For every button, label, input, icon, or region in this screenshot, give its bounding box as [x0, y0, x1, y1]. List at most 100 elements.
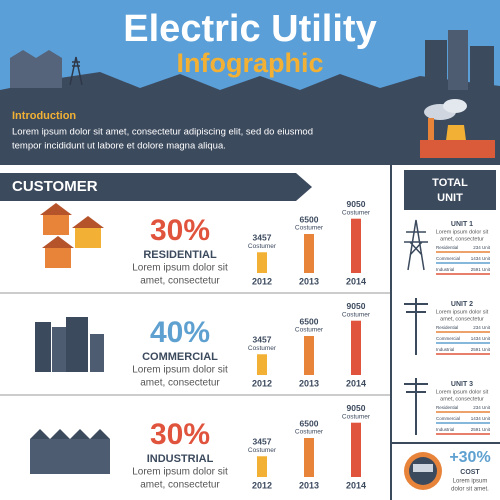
building [470, 46, 494, 90]
segment-text: amet, consectetur [140, 276, 220, 287]
unit-item-label: Residential [436, 245, 458, 250]
segment-label: RESIDENTIAL [143, 249, 217, 261]
bar-value: 9050 [347, 403, 366, 413]
customer-banner [0, 173, 312, 201]
plant-base [420, 140, 495, 158]
unit-item-label: Industrial [436, 347, 454, 352]
bar-value: 9050 [347, 199, 366, 209]
bar-value: 3457 [253, 437, 272, 447]
bar-year: 2013 [299, 480, 319, 490]
bar [257, 252, 267, 273]
segment-text: amet, consectetur [140, 480, 220, 491]
tower [90, 334, 104, 372]
unit-item-value: 2591 Unit [471, 347, 491, 352]
segment-text: Lorem ipsum dolor sit [132, 467, 228, 478]
unit-item-value: 1434 Unit [471, 336, 491, 341]
factory [30, 439, 110, 474]
unit-item-value: 234 Unit [473, 245, 491, 250]
bar [304, 336, 314, 375]
pole-icon [404, 298, 428, 355]
bar-unit: Costumer [295, 429, 324, 436]
smoke [443, 99, 467, 113]
pylon-icon [404, 219, 428, 271]
bar-value: 6500 [300, 418, 319, 428]
bar-value: 3457 [253, 233, 272, 243]
bar [351, 422, 361, 477]
unit-name: UNIT 3 [451, 381, 473, 388]
unit-item-value: 1434 Unit [471, 416, 491, 421]
bar-year: 2014 [346, 276, 366, 286]
house [75, 228, 101, 248]
right-buildings [425, 30, 494, 90]
bar-value: 3457 [253, 335, 272, 345]
building [10, 58, 62, 88]
skyline-band [0, 72, 500, 165]
house-roof [40, 203, 72, 215]
title: Electric Utility [123, 8, 376, 50]
unit-item-value: 2591 Unit [471, 267, 491, 272]
subtitle: Infographic [177, 48, 324, 78]
factory-roof [30, 429, 110, 439]
segment-text: Lorem ipsum dolor sit [132, 365, 228, 376]
bar [257, 354, 267, 375]
bar [351, 320, 361, 375]
unit-name: UNIT 1 [451, 221, 473, 228]
bar-unit: Costumer [295, 225, 324, 232]
unit-item-label: Commercial [436, 256, 460, 261]
percent: 30% [150, 214, 210, 247]
bar [304, 438, 314, 477]
segment-label: INDUSTRIAL [147, 453, 214, 465]
bar [351, 218, 361, 273]
segment-text: Lorem ipsum dolor sit [132, 263, 228, 274]
unit-item-label: Industrial [436, 267, 454, 272]
pylon [69, 56, 83, 86]
building [448, 30, 468, 90]
left-buildings [10, 50, 83, 88]
cost-label: COST [460, 469, 480, 476]
unit-item-value: 1434 Unit [471, 256, 491, 261]
bar-year: 2013 [299, 276, 319, 286]
bar-unit: Costumer [295, 327, 324, 334]
unit-text: Lorem ipsum dolor sit [436, 389, 489, 395]
bar [257, 456, 267, 477]
bar [304, 234, 314, 273]
intro-text: Lorem ipsum dolor sit amet, consectetur … [12, 127, 313, 138]
unit-text: amet, consectetur [440, 236, 484, 242]
intro-heading: Introduction [12, 110, 76, 122]
tower [52, 327, 66, 372]
bar-value: 6500 [300, 214, 319, 224]
unit-item-value: 234 Unit [473, 405, 491, 410]
intro-text: tempor incididunt ut labore et dolore ma… [12, 141, 226, 152]
bar-value: 9050 [347, 301, 366, 311]
total-unit-heading: UNIT [437, 192, 463, 204]
unit-text: Lorem ipsum dolor sit [436, 229, 489, 235]
house-roof [42, 236, 74, 248]
bar-year: 2013 [299, 378, 319, 388]
power-plant [420, 99, 495, 158]
cost-text: dolor sit amet. [451, 487, 489, 493]
segment-text: amet, consectetur [140, 378, 220, 389]
total-unit-heading: TOTAL [432, 177, 468, 189]
bar-year: 2012 [252, 276, 272, 286]
bar-year: 2014 [346, 378, 366, 388]
cost-value: +30% [449, 449, 490, 466]
bar-year: 2012 [252, 480, 272, 490]
unit-text: amet, consectetur [440, 316, 484, 322]
customer-heading: CUSTOMER [12, 178, 98, 195]
unit-item-label: Residential [436, 405, 458, 410]
unit-item-label: Industrial [436, 427, 454, 432]
unit-item-label: Commercial [436, 416, 460, 421]
unit-text: Lorem ipsum dolor sit [436, 309, 489, 315]
total-unit-box [404, 170, 496, 210]
unit-item-label: Residential [436, 325, 458, 330]
unit-item-label: Commercial [436, 336, 460, 341]
unit-item-value: 234 Unit [473, 325, 491, 330]
bar-year: 2014 [346, 480, 366, 490]
percent: 30% [150, 418, 210, 451]
bar-year: 2012 [252, 378, 272, 388]
bar-unit: Costumer [342, 413, 371, 420]
bar-unit: Costumer [342, 209, 371, 216]
unit-name: UNIT 2 [451, 301, 473, 308]
house-roof [72, 216, 104, 228]
